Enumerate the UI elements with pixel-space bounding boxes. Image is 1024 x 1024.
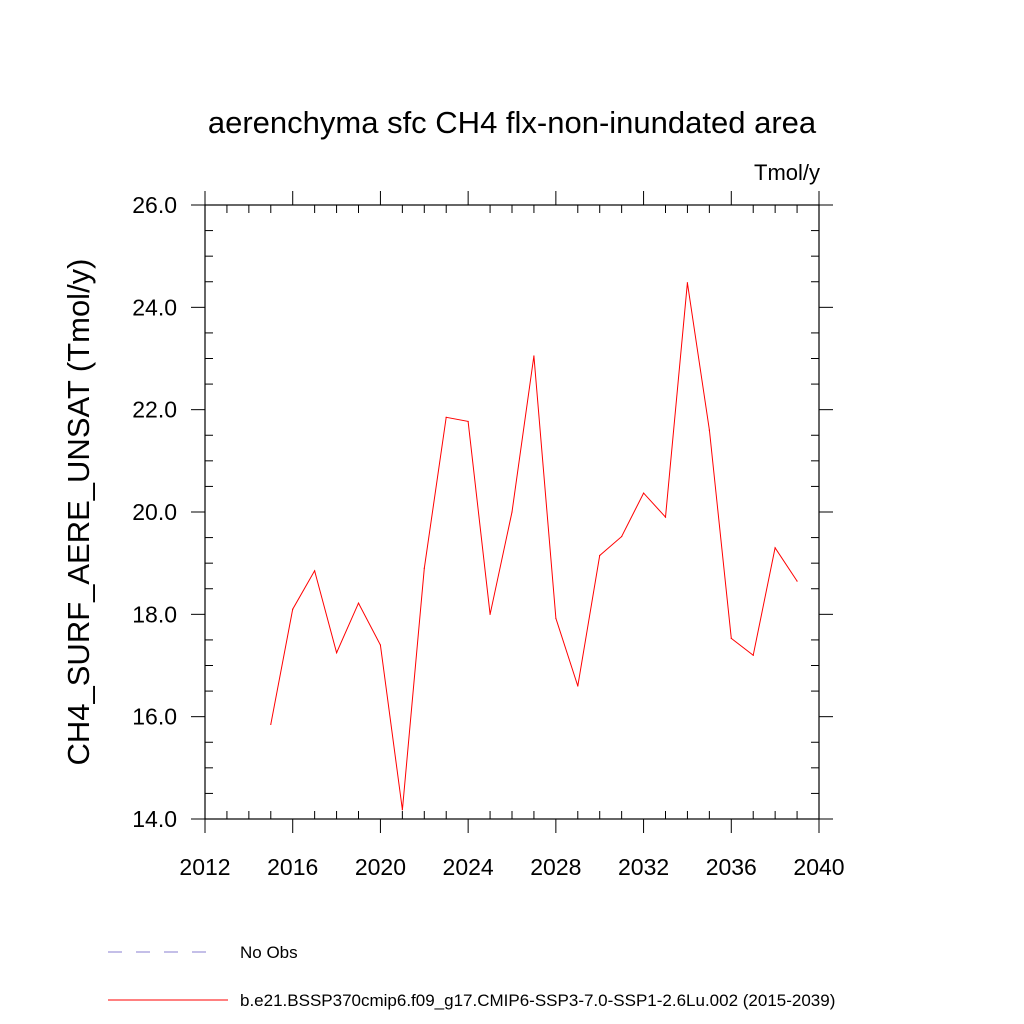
x-tick-label: 2012	[179, 854, 230, 880]
y-tick-label: 26.0	[132, 192, 177, 218]
y-tick-labels: 14.0 16.0 18.0 20.0 22.0 24.0 26.0	[132, 192, 177, 832]
data-point	[401, 809, 403, 811]
data-point	[423, 567, 425, 569]
x-tick-labels: 2012 2016 2020 2024 2028 2032 2036 2040	[179, 854, 844, 880]
x-tick-label: 2024	[443, 854, 494, 880]
y-tick-label: 16.0	[132, 704, 177, 730]
data-point	[796, 580, 798, 582]
x-tick-label: 2040	[793, 854, 844, 880]
x-tick-label: 2036	[706, 854, 757, 880]
chart-title: aerenchyma sfc CH4 flx-non-inundated are…	[208, 105, 817, 140]
legend: No Obs b.e21.BSSP370cmip6.f09_g17.CMIP6-…	[108, 943, 835, 1010]
data-point	[445, 416, 447, 418]
data-point	[314, 570, 316, 572]
data-point	[708, 429, 710, 431]
axis-ticks	[191, 191, 833, 833]
data-point	[664, 516, 667, 518]
data-point	[555, 617, 557, 620]
data-point	[357, 602, 360, 604]
data-point	[335, 652, 338, 654]
legend-label-no-obs: No Obs	[240, 943, 298, 962]
data-point	[467, 420, 469, 423]
x-tick-label: 2028	[530, 854, 581, 880]
y-tick-label: 24.0	[132, 294, 177, 320]
y-tick-label: 18.0	[132, 601, 177, 627]
data-point	[599, 554, 601, 557]
data-point	[270, 723, 272, 725]
units-label: Tmol/y	[754, 160, 820, 185]
data-point	[533, 355, 535, 357]
data-point	[774, 547, 776, 549]
x-tick-label: 2016	[267, 854, 318, 880]
series-line	[270, 282, 798, 810]
data-point	[511, 511, 513, 513]
series-group	[270, 282, 798, 811]
data-point	[730, 637, 732, 639]
y-tick-label: 14.0	[132, 806, 177, 832]
data-point	[752, 654, 754, 656]
data-point	[642, 492, 645, 494]
y-axis-label: CH4_SURF_AERE_UNSAT (Tmol/y)	[61, 258, 96, 765]
legend-label-series: b.e21.BSSP370cmip6.f09_g17.CMIP6-SSP3-7.…	[240, 991, 835, 1010]
data-point	[489, 613, 491, 615]
data-point	[577, 685, 579, 687]
x-tick-label: 2020	[355, 854, 406, 880]
data-point	[621, 535, 623, 538]
y-tick-label: 22.0	[132, 397, 177, 423]
y-tick-label: 20.0	[132, 499, 177, 525]
data-point	[686, 282, 689, 284]
data-point	[379, 644, 382, 646]
data-point	[292, 608, 294, 610]
x-tick-label: 2032	[618, 854, 669, 880]
